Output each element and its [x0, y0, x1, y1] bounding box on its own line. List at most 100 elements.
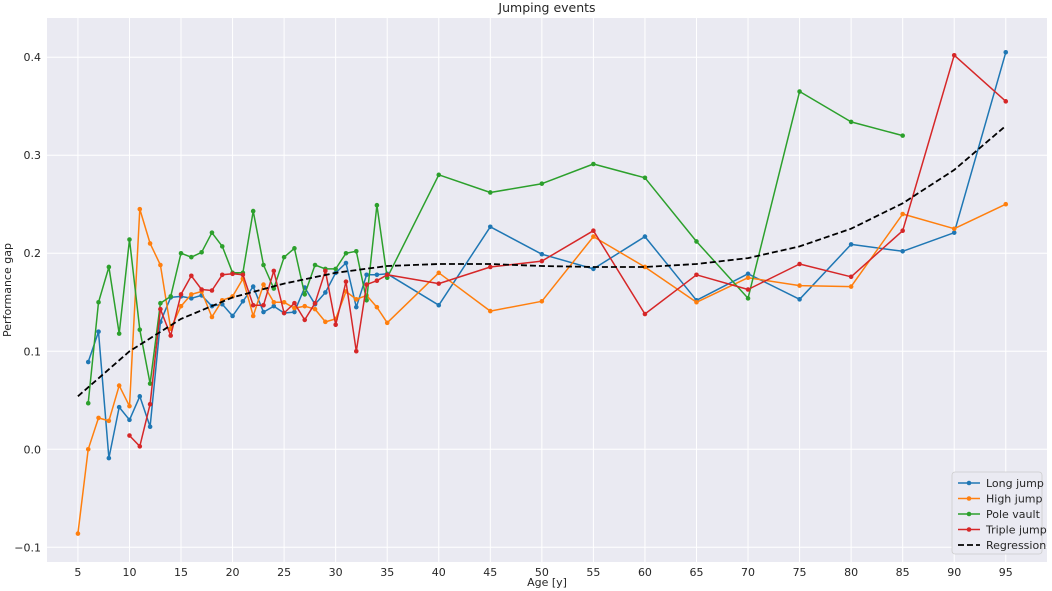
long-jump-point: [848, 242, 854, 247]
legend-marker: [966, 511, 972, 517]
high-jump-point: [281, 299, 287, 305]
pole-vault-point: [219, 244, 225, 249]
legend: Long jump High jump Pole vault Triple jump R…: [951, 471, 1047, 555]
long-jump-point: [900, 248, 905, 254]
pole-vault-point: [281, 254, 287, 260]
y-tick-label: 0.0: [24, 443, 42, 456]
triple-jump-point: [436, 281, 442, 286]
x-tick-label: 25: [277, 566, 291, 579]
pole-vault-point: [745, 296, 751, 301]
triple-jump-point: [158, 306, 163, 312]
x-tick-label: 40: [432, 566, 446, 579]
axis-ticks: 5 10 15 20 25 30 35 40 45 50 55 60 65 70 75 80 85 90 95 −0.…: [14, 51, 1012, 579]
pole-vault-point: [250, 208, 256, 214]
pole-vault-point: [343, 250, 349, 256]
high-jump-point: [85, 446, 91, 452]
high-jump-point: [189, 292, 194, 297]
pole-vault-point: [147, 381, 153, 386]
pole-vault-point: [292, 246, 297, 251]
y-tick-label: −0.1: [14, 541, 41, 554]
high-jump-point: [209, 314, 215, 320]
x-tick-label: 20: [226, 566, 240, 579]
pole-vault-point: [127, 237, 132, 242]
triple-jump-point: [642, 311, 648, 317]
x-tick-label: 95: [999, 566, 1013, 579]
high-jump-point: [591, 234, 596, 239]
legend-item-long-jump: Long jump: [958, 477, 1044, 490]
triple-jump-point: [364, 282, 369, 287]
triple-jump-point: [292, 300, 297, 306]
high-jump-point: [848, 284, 854, 289]
legend-label: Long jump: [986, 477, 1044, 490]
chart-title: Jumping events: [497, 0, 595, 15]
triple-jump-point: [745, 287, 751, 292]
long-jump-point: [261, 309, 266, 315]
triple-jump-point: [137, 444, 143, 449]
high-jump-point: [127, 403, 132, 409]
series-regression: [77, 125, 1007, 397]
high-jump-point: [436, 270, 442, 276]
high-jump-point: [250, 313, 256, 319]
pole-vault-point: [694, 239, 699, 244]
long-jump-point: [230, 313, 235, 319]
y-tick-label: 0.2: [24, 247, 42, 260]
triple-jump-point: [384, 272, 390, 278]
pole-vault-point: [642, 175, 648, 181]
pole-vault-point: [591, 161, 596, 167]
triple-jump-point: [178, 292, 184, 297]
series-triple-jump: [127, 52, 1009, 449]
triple-jump-point: [900, 228, 905, 233]
x-tick-label: 50: [535, 566, 549, 579]
pole-vault-point: [209, 230, 215, 235]
long-jump-point: [951, 230, 957, 235]
triple-jump-point: [591, 228, 596, 233]
high-jump-point: [96, 415, 101, 421]
long-jump-point: [1003, 50, 1009, 55]
legend-marker: [966, 480, 972, 486]
pole-vault-point: [374, 202, 380, 208]
x-tick-label: 30: [329, 566, 343, 579]
triple-jump-point: [374, 278, 380, 283]
y-tick-label: 0.1: [24, 345, 42, 358]
pole-vault-point: [364, 297, 369, 303]
y-axis-label: Performance gap: [1, 243, 14, 337]
triple-jump-point: [147, 401, 153, 407]
legend-marker: [966, 496, 972, 501]
high-jump-point: [147, 241, 153, 246]
high-jump-point: [302, 303, 308, 309]
long-jump-point: [292, 309, 297, 315]
long-jump-point: [137, 394, 143, 399]
pole-vault-point: [137, 327, 143, 332]
pole-vault-point: [797, 89, 802, 94]
high-jump-point: [158, 262, 163, 268]
high-jump-point: [271, 299, 277, 305]
long-jump-point: [127, 417, 132, 423]
series-high-jump: [75, 201, 1009, 536]
high-jump-point: [178, 303, 184, 309]
x-tick-label: 70: [741, 566, 755, 579]
high-jump-point: [323, 319, 328, 325]
pole-vault-point: [539, 181, 545, 186]
pole-vault-point: [96, 299, 101, 305]
high-jump-point: [75, 531, 81, 536]
legend-item-pole-vault: Pole vault: [958, 508, 1041, 521]
long-jump-point: [745, 271, 751, 277]
triple-jump-point: [240, 272, 246, 278]
high-jump-point: [694, 299, 699, 305]
long-jump-point: [271, 303, 277, 309]
pole-vault-point: [106, 264, 112, 270]
triple-jump-point: [694, 272, 699, 278]
high-jump-point: [261, 282, 266, 287]
long-jump-point: [539, 251, 545, 257]
long-jump-point: [323, 290, 328, 295]
legend-item-regression: Regression: [958, 539, 1046, 552]
pole-vault-point: [261, 262, 266, 268]
long-jump-point: [147, 424, 153, 430]
triple-jump-point: [1003, 99, 1009, 104]
legend-item-high-jump: High jump: [958, 493, 1043, 506]
long-jump-point: [189, 296, 194, 301]
triple-jump-point: [199, 287, 204, 292]
legend-marker: [966, 527, 972, 532]
series-layer: [75, 50, 1009, 536]
x-tick-label: 55: [586, 566, 600, 579]
